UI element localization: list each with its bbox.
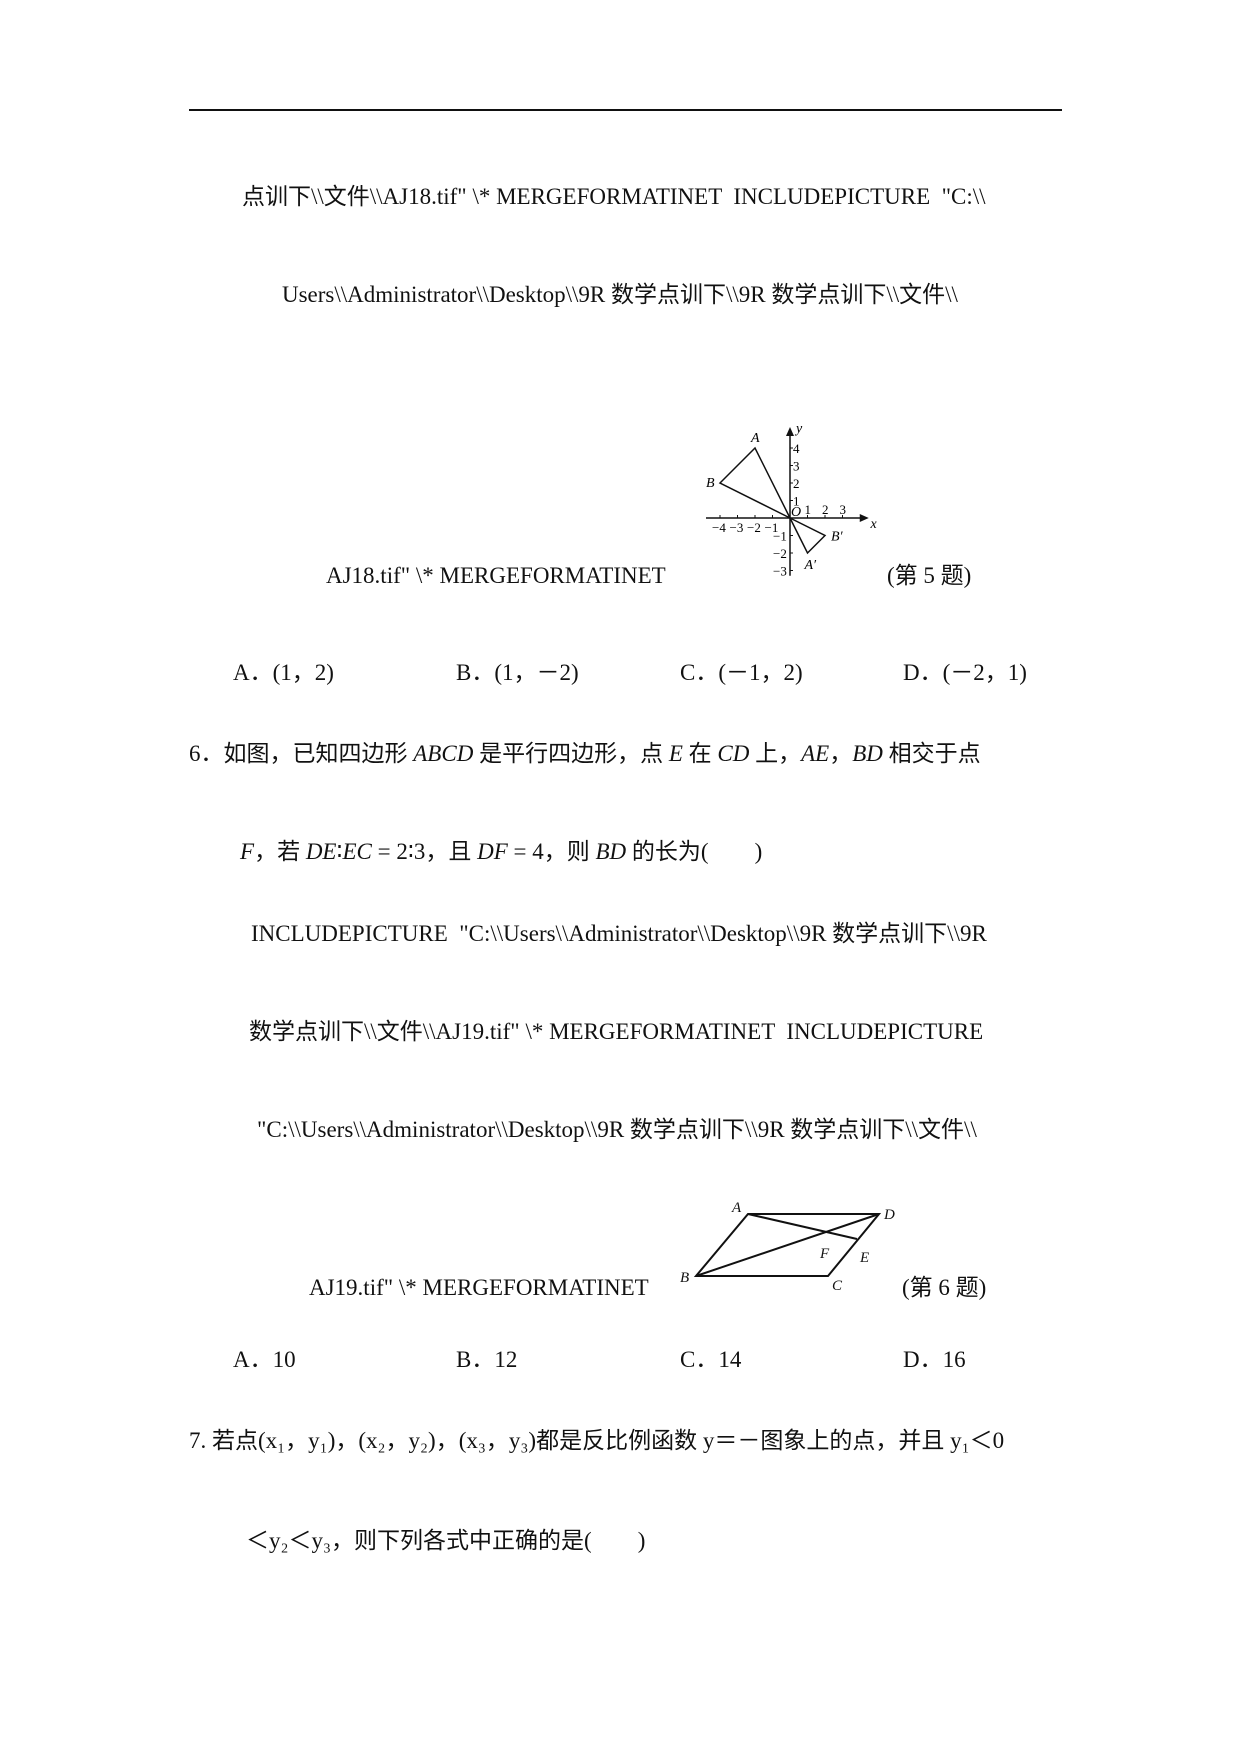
origin-label: O [791, 505, 801, 520]
triangle-aob [718, 446, 792, 520]
math: BD [852, 741, 883, 766]
math: DE [305, 839, 337, 864]
text: = 4，则 [507, 839, 596, 864]
y-tick-label: 4 [793, 441, 800, 456]
text: 在 [682, 741, 718, 766]
x-tick-label: 2 [822, 502, 829, 517]
math: CD [717, 741, 750, 766]
math: ABCD [413, 741, 474, 766]
y-tick-label: 1 [793, 494, 800, 509]
point-label-b-prime: B′ [831, 530, 844, 545]
text: 的长为( ) [626, 839, 763, 864]
segment-bd [695, 1213, 880, 1277]
text: ∶ [336, 839, 343, 864]
y-tick-label: 3 [793, 459, 800, 474]
text-line: "C:\\Users\\Administrator\\Desktop\\9R 数… [257, 1117, 977, 1142]
x-tick-label: −3 [730, 520, 744, 535]
question-6-line-1: 6．如图，已知四边形 ABCD 是平行四边形，点 E 在 CD 上，AE，BD … [189, 740, 981, 768]
question-6-line-2: F，若 DE∶EC = 2∶3，且 DF = 4，则 BD 的长为( ) [240, 838, 762, 866]
x-tick-label: 3 [840, 502, 847, 517]
option-b: B．12 [456, 1347, 518, 1372]
text-line: INCLUDEPICTURE "C:\\Users\\Administrator… [251, 921, 987, 946]
question-7-line-1: 7. 若点(x₁，y₁)，(x₂，y₂)，(x₃，y₃)都是反比例函数 y＝－图… [189, 1428, 1005, 1453]
text-line: Users\\Administrator\\Desktop\\9R 数学点训下\… [282, 282, 958, 307]
math: BD [595, 839, 627, 864]
y-tick-label: −1 [773, 529, 787, 544]
y-tick-label: −3 [773, 564, 787, 579]
label-b: B [680, 1270, 689, 1286]
x-axis-label: x [870, 517, 878, 532]
header-rule [189, 109, 1062, 111]
text: ，若 [254, 839, 306, 864]
x-tick-label: −2 [747, 520, 761, 535]
question-7-line-2: ＜y₂＜y₃，则下列各式中正确的是( ) [246, 1528, 646, 1553]
segment-ae [747, 1213, 858, 1240]
option-c: C．(－1，2) [680, 660, 803, 685]
label-c: C [832, 1278, 843, 1294]
option-d: D．(－2，1) [903, 660, 1027, 685]
text: 是平行四边形，点 [473, 741, 669, 766]
text: = 2∶3，且 [371, 839, 478, 864]
option-a: A．(1，2) [233, 660, 334, 685]
y-tick-label: −2 [773, 546, 787, 561]
text: 6．如图，已知四边形 [189, 741, 414, 766]
math: AE [801, 741, 830, 766]
math: EC [342, 839, 372, 864]
math: E [668, 741, 683, 766]
label-f: F [819, 1246, 830, 1262]
point-label-a-prime: A′ [804, 558, 818, 573]
text-line: AJ18.tif" \* MERGEFORMATINET [326, 563, 666, 588]
x-tick-label: −1 [765, 520, 779, 535]
figure-caption: (第 6 题) [902, 1275, 987, 1300]
y-axis-arrow [786, 427, 794, 436]
label-d: D [883, 1207, 895, 1223]
option-a: A．10 [233, 1347, 296, 1372]
y-axis-label: y [794, 422, 803, 437]
y-tick-label: 2 [793, 476, 800, 491]
text: 相交于点 [882, 741, 981, 766]
parallelogram-abcd [693, 1213, 882, 1277]
math: F [240, 839, 255, 864]
text: 上， [749, 741, 802, 766]
text-line: 数学点训下\\文件\\AJ19.tif" \* MERGEFORMATINET … [249, 1019, 984, 1044]
x-tick-label: 1 [805, 502, 812, 517]
option-c: C．14 [680, 1347, 742, 1372]
label-e: E [859, 1250, 869, 1266]
text: ， [829, 741, 853, 766]
math: DF [477, 839, 508, 864]
option-b: B．(1，－2) [456, 660, 579, 685]
text-line: AJ19.tif" \* MERGEFORMATINET [309, 1275, 649, 1300]
x-tick-label: −4 [712, 520, 726, 535]
figure-6-parallelogram: A D B C E F [680, 1200, 895, 1294]
label-a: A [731, 1200, 742, 1216]
text-line: 点训下\\文件\\AJ18.tif" \* MERGEFORMATINET IN… [242, 184, 986, 209]
point-label-a: A [750, 431, 760, 446]
option-d: D．16 [903, 1347, 966, 1372]
triangle-a-prime-o-b-prime [788, 516, 827, 555]
x-axis-arrow [859, 514, 869, 522]
point-label-b: B [706, 476, 715, 491]
figure-caption: (第 5 题) [887, 563, 972, 588]
